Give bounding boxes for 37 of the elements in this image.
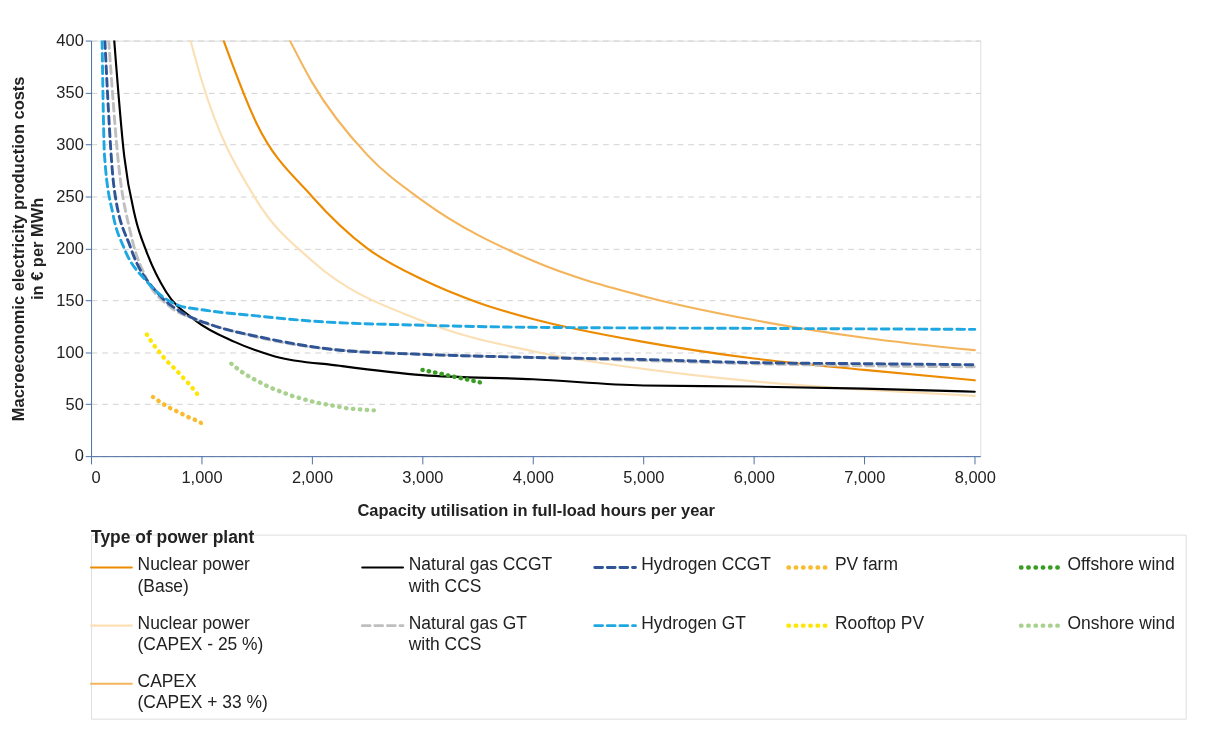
y-tick-label: 150 — [56, 290, 84, 309]
line-series — [150, 394, 204, 426]
legend-label: Onshore wind — [1067, 612, 1175, 633]
legend-label: Hydrogen CCGT — [641, 554, 772, 575]
y-tick-label: 50 — [65, 394, 84, 413]
legend-label: Nuclear power (Base) — [137, 554, 251, 596]
line-series — [144, 332, 200, 396]
legend-label: Natural gas CCGT with CCS — [407, 554, 553, 596]
y-tick-label: 200 — [56, 238, 84, 257]
line-series — [229, 361, 377, 413]
x-tick-label: 1,000 — [181, 467, 223, 486]
x-tick-label: 2,000 — [291, 467, 334, 486]
x-axis-title: Capacity utilisation in full-load hours per year — [357, 500, 716, 519]
legend-label: Rooftop PV — [835, 612, 925, 633]
legend-label: Hydrogen GT — [641, 612, 747, 633]
y-tick-label: 350 — [56, 82, 84, 101]
legend-label: Nuclear power (CAPEX - 25 %) — [137, 612, 264, 654]
legend-label: Natural gas GT with CCS — [407, 612, 528, 654]
x-tick-label: 6,000 — [733, 467, 775, 486]
y-tick-label: 250 — [56, 186, 84, 205]
x-tick-label: 0 — [91, 467, 101, 486]
x-tick-label: 7,000 — [844, 467, 886, 486]
y-tick-label: 300 — [56, 134, 84, 153]
legend-label: Offshore wind — [1067, 554, 1175, 575]
y-tick-label: 400 — [56, 30, 84, 49]
line-series — [288, 40, 976, 352]
y-axis-title: Macroeconomic electricity production costs in € per MWh — [9, 76, 46, 422]
legend-label: PV farm — [835, 554, 898, 575]
x-tick-label: 3,000 — [402, 467, 444, 486]
legend-title: Type of power plant — [91, 527, 255, 548]
y-tick-label: 0 — [74, 446, 84, 465]
x-tick-label: 5,000 — [623, 467, 665, 486]
x-tick-label: 4,000 — [512, 467, 554, 486]
x-tick-label: 8,000 — [954, 467, 996, 486]
legend-label: CAPEX (CAPEX + 33 %) — [137, 670, 268, 712]
y-tick-label: 100 — [56, 342, 84, 361]
line-series — [420, 367, 483, 385]
